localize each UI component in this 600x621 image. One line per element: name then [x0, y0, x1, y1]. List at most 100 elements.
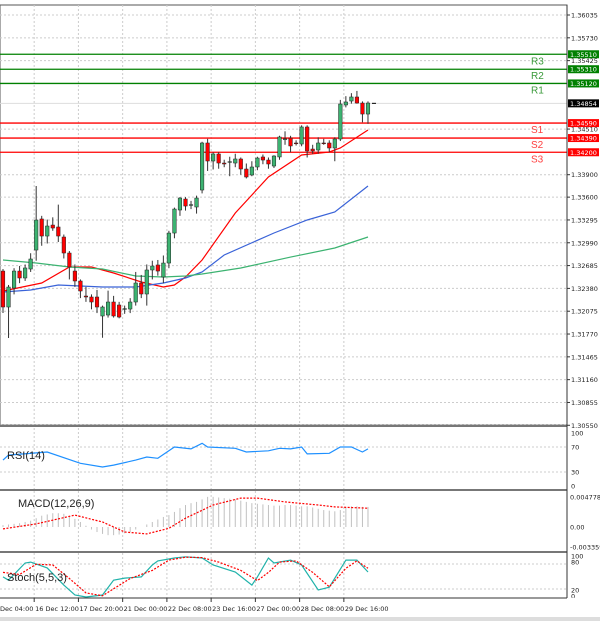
- y-tick-label: 1.32990: [571, 239, 598, 247]
- y-tick-label: 1.30550: [571, 422, 598, 430]
- y-tick-label: 1.35425: [571, 57, 598, 65]
- candle-bearish: [67, 252, 72, 268]
- macd-level-label: -0.003359: [570, 544, 600, 552]
- candle-bullish: [144, 269, 149, 295]
- candle-bearish: [310, 148, 315, 152]
- x-tick-label: 22 Dec 08:00: [168, 605, 212, 613]
- candle-bearish: [360, 102, 365, 115]
- time-axis: [0, 598, 600, 621]
- rsi-level-label: 30: [571, 469, 579, 477]
- pivot-price-label: 1.35510: [570, 51, 597, 59]
- candle-bullish: [299, 126, 304, 145]
- candle-bearish: [50, 224, 55, 229]
- pivot-name-label: R2: [531, 71, 544, 82]
- pivot-name-label: R3: [531, 56, 544, 67]
- pivot-name-label: S2: [531, 140, 544, 151]
- candle-bearish: [222, 162, 227, 165]
- candle-bearish: [321, 142, 326, 145]
- candle-bearish: [305, 126, 310, 152]
- pivot-price-tag: [568, 50, 599, 59]
- candle-bullish: [349, 96, 354, 102]
- pivot-price-tag: [568, 119, 599, 128]
- candle-bearish: [139, 282, 144, 295]
- candle-bullish: [166, 232, 171, 264]
- stoch-label: Stoch(5,5,3): [7, 572, 67, 584]
- candle-bullish: [332, 138, 337, 149]
- y-tick-label: 1.33295: [571, 216, 598, 224]
- y-tick-label: 1.31465: [571, 353, 598, 361]
- candle-bearish: [294, 142, 299, 145]
- candle-bearish: [266, 159, 271, 165]
- candle-bullish: [194, 197, 199, 208]
- x-tick-label: 21 Dec 00:00: [124, 605, 168, 613]
- candle-bullish: [161, 262, 166, 278]
- stoch-level-label: 0: [571, 593, 575, 601]
- candle-bullish: [45, 225, 50, 237]
- current-price-label: 1.34854: [570, 100, 597, 108]
- pivot-price-tag: [568, 148, 599, 157]
- x-tick-label: Dec 04:00: [0, 605, 33, 613]
- candle-bullish: [211, 153, 216, 162]
- moving-average-line: [2, 129, 369, 292]
- y-tick-label: 1.32075: [571, 308, 598, 316]
- candle-bullish: [150, 265, 155, 271]
- candle-bearish: [111, 301, 116, 317]
- candle-bullish: [122, 308, 127, 310]
- candle-bearish: [72, 270, 77, 282]
- candle-bearish: [205, 142, 210, 162]
- candle-bullish: [6, 286, 11, 308]
- moving-average-line: [2, 236, 369, 278]
- pivot-price-label: 1.34390: [570, 135, 597, 143]
- candle-bearish: [183, 198, 188, 207]
- candle-bearish: [260, 156, 265, 161]
- stoch-signal-line: [2, 556, 369, 597]
- macd-panel-separator[interactable]: [0, 489, 567, 491]
- candle-bearish: [78, 280, 83, 292]
- stoch-level-label: 20: [571, 587, 579, 595]
- macd-level-label: 0.00: [570, 524, 584, 532]
- candle-bullish: [277, 136, 282, 158]
- candle-bearish: [94, 296, 100, 308]
- x-tick-label: 27 Dec 00:00: [256, 605, 300, 613]
- candle-bullish: [249, 166, 254, 176]
- candle-bearish: [83, 295, 89, 298]
- candle-bearish: [61, 236, 66, 254]
- candle-bearish: [155, 264, 160, 272]
- pivot-price-tag: [568, 65, 599, 74]
- y-tick-label: 1.36035: [571, 12, 598, 20]
- y-tick-label: 1.32685: [571, 262, 598, 270]
- y-tick-label: 1.30855: [571, 399, 598, 407]
- candle-bearish: [89, 296, 94, 303]
- moving-average-line: [2, 185, 369, 293]
- stoch-main-line: [2, 556, 369, 598]
- candle-bullish: [316, 142, 321, 151]
- candle-bullish: [227, 161, 232, 163]
- macd-level-label: 0.004778: [570, 494, 600, 502]
- x-tick-label: 29 Dec 16:00: [345, 605, 389, 613]
- candle-bearish: [39, 218, 44, 237]
- candle-bearish: [288, 137, 293, 147]
- current-price-tag: [568, 99, 599, 108]
- candle-bearish: [17, 270, 22, 279]
- macd-signal-line: [2, 497, 369, 535]
- stoch-panel-separator[interactable]: [0, 551, 567, 553]
- candle-bullish: [28, 258, 33, 270]
- candle-bearish: [0, 270, 6, 308]
- bottom-border: [0, 617, 600, 621]
- rsi-line: [2, 442, 369, 468]
- candle-bullish: [34, 219, 39, 251]
- macd-label: MACD(12,26,9): [18, 498, 94, 510]
- y-tick-label: 1.32380: [571, 285, 598, 293]
- candle-bullish: [177, 197, 183, 211]
- candle-bearish: [216, 153, 221, 164]
- candle-bullish: [365, 102, 371, 115]
- candle-bearish: [354, 96, 359, 104]
- candle-bearish: [238, 158, 243, 170]
- pivot-price-label: 1.35310: [570, 66, 597, 74]
- y-tick-label: 1.35730: [571, 34, 598, 42]
- pivot-price-label: 1.34590: [570, 120, 597, 128]
- x-tick-label: 17 Dec 20:00: [79, 605, 123, 613]
- candle-bullish: [12, 270, 17, 289]
- rsi-panel-separator[interactable]: [0, 425, 567, 427]
